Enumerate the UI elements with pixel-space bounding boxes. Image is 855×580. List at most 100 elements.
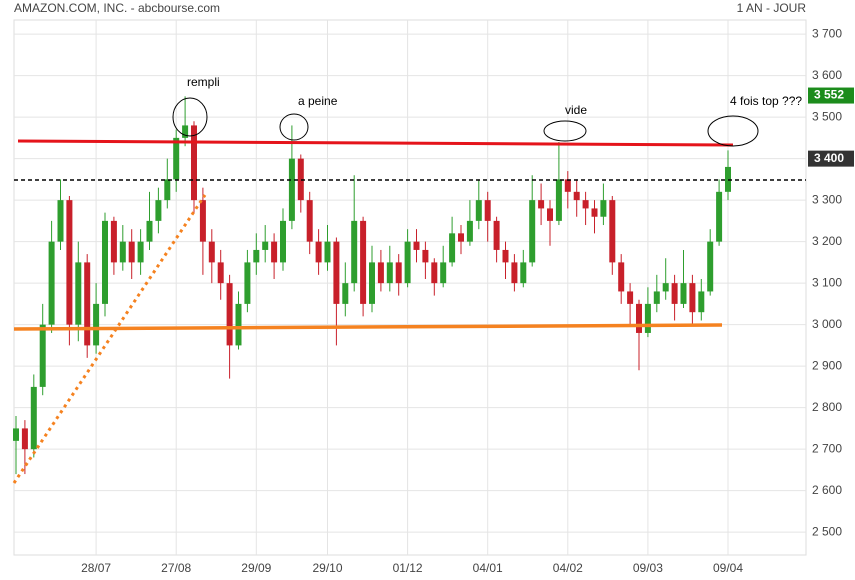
chart-title: AMAZON.COM, INC. - abcbourse.com — [14, 1, 220, 15]
y-tick-label: 2 500 — [812, 524, 842, 538]
candle-body — [680, 283, 687, 304]
candle-body — [529, 200, 536, 263]
annotation: 4 fois top ??? — [730, 94, 802, 108]
candle-body — [288, 158, 295, 221]
candle-body — [146, 220, 153, 242]
candle-body — [235, 303, 242, 346]
candle-body — [280, 220, 286, 263]
candle-body — [306, 200, 313, 242]
candle-body — [627, 291, 634, 304]
candle-body — [395, 262, 402, 284]
period: 1 AN - JOUR — [737, 1, 807, 15]
x-tick-label: 04/02 — [553, 561, 583, 575]
y-tick-label: 3 300 — [812, 192, 842, 206]
x-tick-label: 01/12 — [393, 561, 423, 575]
candle-body — [538, 200, 545, 209]
candle-body — [199, 200, 206, 242]
candle-body — [413, 241, 420, 250]
candle-body — [591, 208, 598, 217]
candle-body — [502, 249, 509, 263]
y-tick-label: 3 700 — [812, 26, 842, 40]
candle-body — [636, 303, 642, 333]
candle-body — [48, 241, 55, 325]
trend-line — [12, 194, 207, 484]
candle-body — [217, 262, 224, 284]
y-tick-label: 3 100 — [812, 275, 842, 289]
ellipse — [172, 97, 208, 137]
candle-body — [386, 262, 393, 284]
candle-body — [431, 262, 438, 284]
candle-body — [377, 262, 384, 284]
candle-body — [128, 241, 135, 263]
candle-body — [244, 262, 251, 304]
y-tick-label: 3 000 — [812, 317, 842, 331]
x-tick-label: 27/08 — [161, 561, 191, 575]
candle-body — [102, 220, 108, 304]
annotation: rempli — [187, 75, 220, 89]
annotation: a peine — [298, 94, 338, 108]
plot-area — [13, 19, 807, 556]
price-tag-label: 3 400 — [814, 151, 844, 165]
candle-body — [449, 233, 456, 263]
y-tick-label: 2 600 — [812, 483, 842, 497]
candle-body — [271, 241, 278, 263]
candle-body — [155, 200, 162, 221]
candle-body — [564, 179, 571, 192]
x-tick-label: 29/10 — [312, 561, 342, 575]
candle-body — [600, 200, 607, 217]
candle-body — [458, 233, 464, 242]
candle-body — [653, 291, 660, 304]
candle-body — [297, 158, 304, 201]
candle-body — [582, 200, 589, 209]
candle-body — [520, 262, 527, 284]
candle-body — [707, 241, 714, 292]
candle-body — [324, 241, 331, 263]
candle-body — [333, 241, 340, 304]
y-tick-label: 3 600 — [812, 68, 842, 82]
x-tick-label: 04/01 — [473, 561, 503, 575]
candle-body — [164, 179, 171, 201]
x-tick-label: 09/04 — [713, 561, 743, 575]
candle-body — [75, 262, 82, 325]
candle-body — [39, 324, 46, 387]
y-tick-label: 3 500 — [812, 109, 842, 123]
candle-body — [609, 200, 616, 263]
candle-body — [262, 241, 269, 250]
candle-body — [253, 249, 260, 263]
candle-body — [13, 428, 19, 441]
candle-body — [208, 241, 215, 263]
candle-body — [21, 428, 28, 450]
price-tag-label: 3 552 — [814, 88, 844, 102]
y-tick-label: 2 800 — [812, 400, 842, 414]
candle-body — [66, 200, 73, 325]
candle-body — [662, 283, 669, 292]
candle-body — [716, 191, 723, 242]
candle-body — [698, 291, 705, 313]
candle-body — [618, 262, 625, 292]
candle-body — [466, 220, 473, 242]
y-tick-label: 2 900 — [812, 358, 842, 372]
candle-body — [644, 303, 651, 333]
candle-body — [422, 249, 429, 263]
candle-body — [30, 386, 37, 450]
candle-body — [511, 262, 518, 284]
price-tag — [808, 150, 854, 167]
y-tick-label: 3 200 — [812, 234, 842, 248]
candle-body — [315, 241, 322, 263]
candle-body — [182, 125, 189, 138]
candle-body — [110, 220, 117, 263]
candle-body — [475, 200, 482, 221]
x-tick-label: 28/07 — [81, 561, 111, 575]
resistance-line — [17, 139, 734, 147]
x-tick-label: 09/03 — [633, 561, 663, 575]
annotation: vide — [565, 103, 587, 117]
candle-body — [440, 262, 447, 284]
ellipse — [543, 120, 587, 142]
candle-body — [342, 283, 349, 304]
candle-body — [404, 241, 411, 284]
price-tag — [808, 87, 854, 104]
ellipse — [707, 115, 759, 147]
candle-body — [119, 241, 126, 263]
candle-body — [484, 200, 491, 221]
